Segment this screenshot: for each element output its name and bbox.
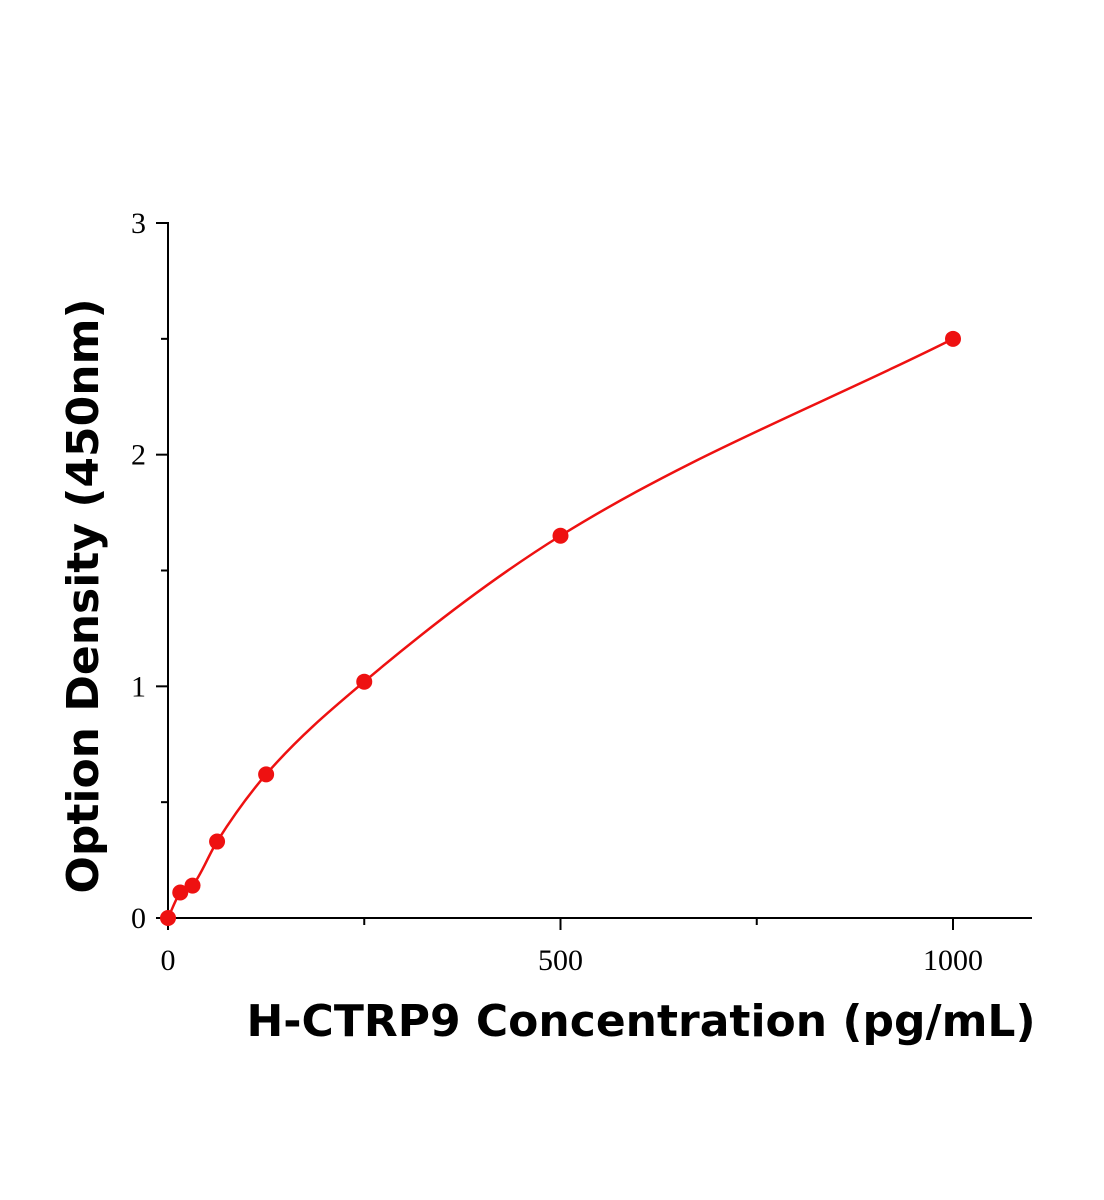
data-point bbox=[356, 673, 373, 690]
data-point bbox=[209, 833, 226, 850]
x-axis-title: H-CTRP9 Concentration (pg/mL) bbox=[246, 996, 1035, 1047]
y-tick-label: 3 bbox=[131, 207, 146, 240]
data-point bbox=[184, 877, 201, 894]
y-tick-label: 1 bbox=[131, 670, 146, 703]
y-tick-label: 0 bbox=[131, 902, 146, 935]
x-tick-label: 500 bbox=[538, 944, 583, 977]
x-tick-label: 0 bbox=[161, 944, 176, 977]
y-axis-title: Option Density (450nm) bbox=[58, 298, 109, 893]
data-point bbox=[258, 766, 275, 783]
y-tick-label: 2 bbox=[131, 439, 146, 472]
axes bbox=[167, 222, 1032, 919]
ticks: 0 1 2 3 0 500 1000 bbox=[131, 207, 983, 977]
data-point bbox=[160, 910, 176, 926]
fit-curve bbox=[166, 337, 954, 919]
data-point bbox=[945, 330, 961, 347]
data-point bbox=[552, 527, 569, 544]
data-points bbox=[160, 330, 961, 926]
data-point bbox=[172, 884, 189, 901]
x-tick-label: 1000 bbox=[923, 944, 983, 977]
